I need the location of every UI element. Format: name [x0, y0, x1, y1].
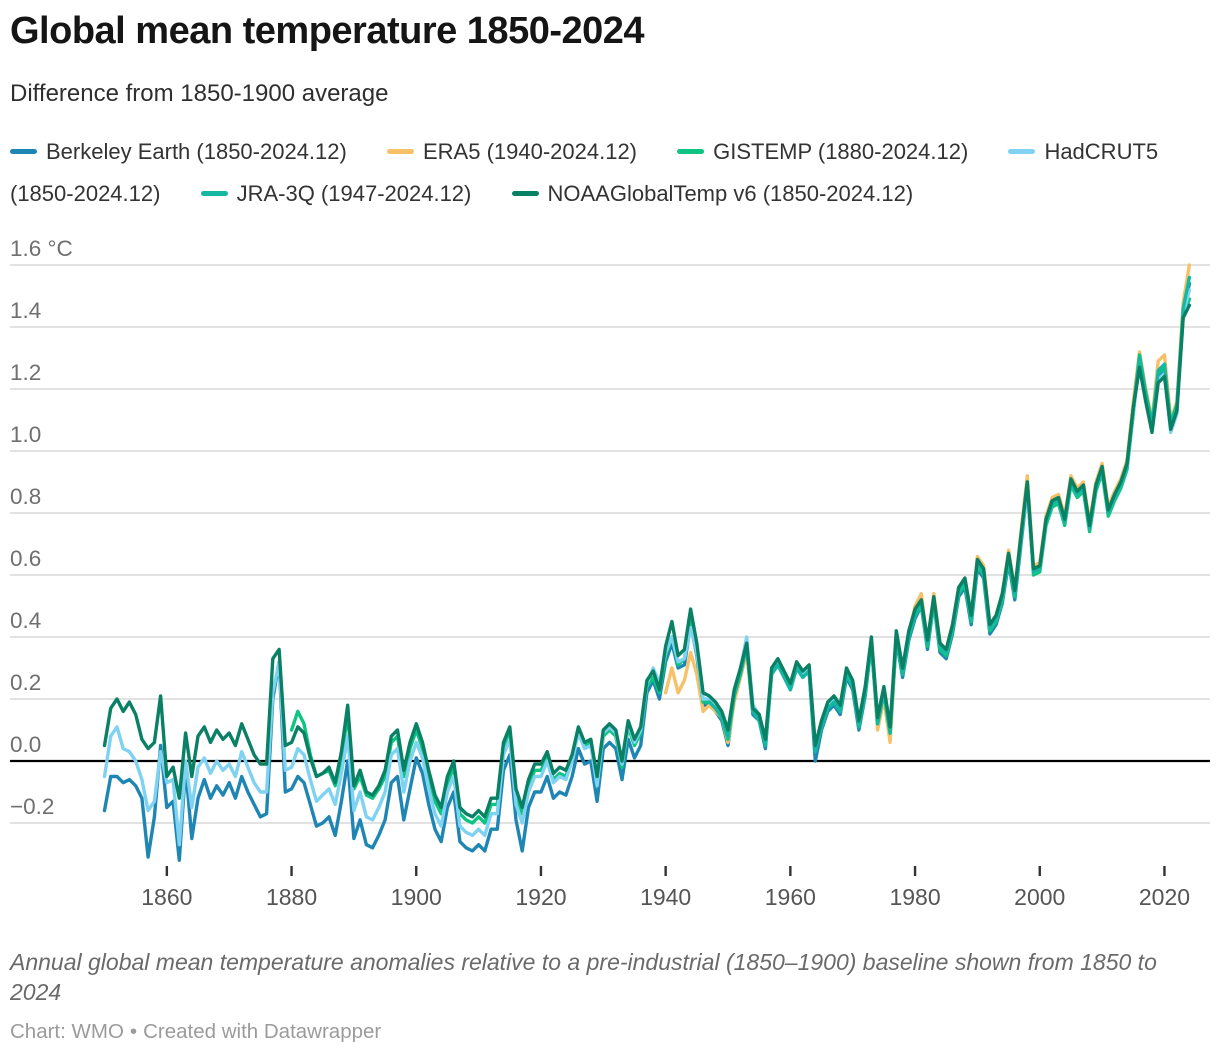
x-axis-label: 1880 [266, 884, 317, 910]
series-line-gistemp[interactable] [289, 297, 1192, 825]
x-axis-label: 1980 [889, 884, 940, 910]
series-line-jra-3q[interactable] [707, 275, 1192, 754]
x-axis-label: 1960 [765, 884, 816, 910]
y-axis-label: 1.4 [10, 298, 41, 323]
legend: Berkeley Earth (1850-2024.12) ERA5 (1940… [10, 131, 1195, 215]
legend-item-gistemp[interactable]: GISTEMP (1880-2024.12) [677, 139, 968, 164]
hadcrut5-line-swatch-icon [1008, 148, 1036, 154]
legend-label: Berkeley Earth (1850-2024.12) [46, 139, 347, 164]
y-axis-label: 0.4 [10, 608, 41, 633]
y-axis-label: 1.6 °C [10, 236, 73, 261]
era5-line-swatch-icon [386, 148, 414, 154]
y-axis-label: −0.2 [10, 794, 54, 819]
legend-label: NOAAGlobalTemp v6 (1850-2024.12) [547, 181, 914, 206]
x-axis-label: 1900 [391, 884, 442, 910]
x-axis-label: 2000 [1014, 884, 1065, 910]
legend-label: JRA-3Q (1947-2024.12) [236, 181, 472, 206]
y-axis-label: 0.6 [10, 546, 41, 571]
berkeley-earth-line-swatch-icon [10, 148, 37, 154]
chart-footnote: Annual global mean temperature anomalies… [10, 949, 1157, 1005]
credit-source: Chart: WMO [10, 1020, 124, 1043]
x-axis-label: 1940 [640, 884, 691, 910]
series-line-noaaglobaltemp-v6[interactable] [102, 303, 1192, 819]
legend-item-noaaglobaltemp[interactable]: NOAAGlobalTemp v6 (1850-2024.12) [511, 181, 914, 206]
y-axis-label: 0.2 [10, 670, 41, 695]
chart-subtitle: Difference from 1850-1900 average [10, 80, 389, 107]
datawrapper-credit-link[interactable]: Created with Datawrapper [143, 1020, 382, 1043]
y-axis-label: 1.2 [10, 360, 41, 385]
legend-label: GISTEMP (1880-2024.12) [713, 139, 969, 164]
chart-byline: Chart: WMO • Created with Datawrapper [10, 1020, 381, 1044]
y-axis-label: 1.0 [10, 422, 41, 447]
y-axis-label: 0.0 [10, 732, 41, 757]
gistemp-line-swatch-icon [677, 148, 705, 154]
x-axis-label: 2020 [1139, 884, 1190, 910]
legend-label: HadCRUT5 (1850-2024.12) [10, 139, 1159, 206]
noaaglobaltemp-line-swatch-icon [511, 190, 539, 196]
byline-separator: • [129, 1020, 138, 1043]
legend-label: ERA5 (1940-2024.12) [422, 139, 638, 164]
jra-3q-line-swatch-icon [200, 190, 228, 196]
legend-item-era5[interactable]: ERA5 (1940-2024.12) [386, 139, 638, 164]
x-axis-label: 1860 [141, 884, 192, 910]
legend-item-berkeley-earth[interactable]: Berkeley Earth (1850-2024.12) [10, 139, 347, 164]
chart-title: Global mean temperature 1850-2024 [10, 10, 645, 52]
x-axis-label: 1920 [515, 884, 566, 910]
y-axis-label: 0.8 [10, 484, 41, 509]
legend-item-jra-3q[interactable]: JRA-3Q (1947-2024.12) [200, 181, 472, 206]
legend-item-hadcrut5[interactable]: HadCRUT5 (1850-2024.12) [10, 139, 1158, 206]
